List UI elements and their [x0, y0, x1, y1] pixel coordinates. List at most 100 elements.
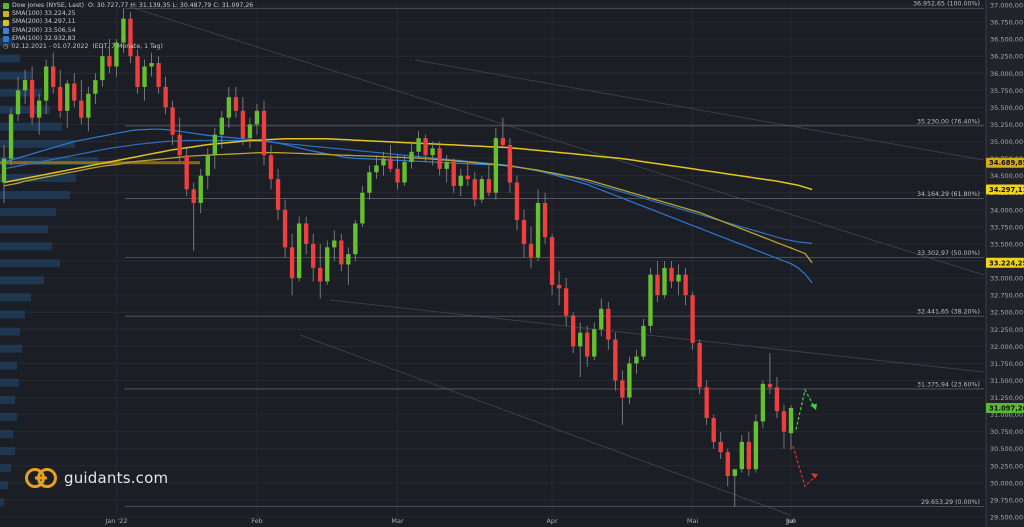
candle-body [100, 56, 105, 81]
volume-profile-bar [0, 156, 98, 165]
candle-body [233, 97, 239, 111]
price-tag-label: 34.689,85 [989, 159, 1024, 167]
y-tick-label: 33.500,00 [990, 240, 1023, 248]
candle-body [318, 267, 323, 282]
candle-body [669, 267, 674, 282]
candle-body [58, 86, 63, 111]
candle-body [170, 107, 175, 135]
y-tick-label: 32.750,00 [990, 292, 1023, 300]
ohlc-readout: O: 30.727,77 H: 31.139,35 L: 30.487,79 C… [87, 2, 254, 9]
legend-item-ema100[interactable]: EMA(100) 32.932,83 [3, 35, 253, 43]
volume-profile-bar [0, 344, 22, 353]
candle-body [72, 83, 77, 101]
candle-body [479, 179, 484, 200]
candle-body [416, 138, 421, 152]
fib-level-label: 35.230,00 (76.40%) [917, 118, 980, 125]
candle-body [641, 325, 646, 357]
candle-body [725, 452, 730, 477]
candle-body [226, 97, 232, 118]
date-range: 02.12.2021 - 01.07.2022 [11, 43, 89, 51]
candle-body [339, 240, 344, 265]
y-tick-label: 35.000,00 [990, 138, 1023, 146]
candle-body [521, 220, 527, 244]
candle-body [542, 202, 548, 238]
volume-profile-bar [0, 242, 52, 251]
trend-line [129, 6, 985, 276]
candle-body [634, 356, 639, 364]
candle-body [163, 86, 168, 108]
volume-profile-bar [0, 139, 75, 148]
volume-profile-bar [0, 361, 17, 370]
fib-level-label: 34.164,29 (61.80%) [917, 191, 980, 198]
price-tag [986, 402, 1024, 413]
candle-body [177, 134, 182, 156]
candle-body [282, 209, 288, 248]
candle-body [760, 383, 766, 422]
brand-logo[interactable]: guidants.com [24, 467, 168, 489]
ema100-value: 32.932,83 [44, 34, 76, 42]
fib-level-label: 29.653,29 (0.00%) [921, 499, 980, 506]
ema100-swatch [3, 35, 9, 42]
candle-body [346, 254, 351, 265]
y-tick-label: 36.750,00 [990, 19, 1023, 27]
candle-body [388, 158, 393, 169]
sma200-value: 34.297,11 [44, 18, 76, 26]
poc-line [0, 161, 200, 165]
candle-body [311, 243, 316, 268]
candle-body [219, 117, 225, 135]
y-tick-label: 31.250,00 [990, 394, 1023, 402]
candle-body [135, 56, 140, 87]
fib-level-label: 32.441,65 (38.20%) [917, 309, 980, 316]
candle-body [493, 138, 499, 193]
y-tick-label: 29.500,00 [990, 514, 1023, 522]
sma200-line [3, 138, 813, 191]
bearish-arrowhead [811, 473, 818, 479]
legend-item-sma200[interactable]: SMA(200) 34.297,11 [3, 18, 253, 26]
candle-body [198, 175, 203, 203]
volume-profile-bar [0, 412, 17, 421]
candle-body [93, 80, 98, 94]
candle-body [128, 18, 133, 57]
candle-body [142, 66, 147, 87]
volume-profile-bar [0, 378, 19, 387]
trend-line [414, 59, 985, 161]
candle-body [592, 329, 597, 357]
candle-body [212, 134, 217, 156]
candle-body [79, 100, 84, 118]
price-tag [986, 157, 1024, 168]
candle-body [51, 66, 56, 87]
volume-profile-bar [0, 310, 25, 319]
candle-body [114, 42, 119, 67]
volume-profile-bar [0, 464, 11, 473]
candle-body [655, 274, 660, 296]
candle-body [191, 189, 196, 203]
fib-level-label: 31.375,94 (23.60%) [917, 381, 980, 388]
candle-body [585, 332, 590, 357]
y-tick-label: 30.750,00 [990, 428, 1023, 436]
candle-body [65, 83, 70, 111]
candle-body [690, 295, 695, 343]
legend-instrument-row: Dow Jones (NYSE, Last) O: 30.727,77 H: 3… [3, 2, 253, 10]
legend-item-ema200[interactable]: EMA(200) 33.506,54 [3, 27, 253, 35]
candle-body [697, 342, 702, 388]
volume-profile-bar [0, 191, 70, 200]
candle-body [556, 284, 562, 289]
fib-level-label: 36.952,65 (100.00%) [913, 1, 980, 8]
ema200-line [3, 139, 813, 245]
candle-body [774, 387, 780, 412]
candle-body [781, 411, 787, 432]
candle-body [430, 148, 435, 156]
candle-body [683, 274, 688, 296]
y-tick-label: 35.750,00 [990, 87, 1023, 95]
candle-body [121, 18, 126, 43]
legend-item-sma100[interactable]: SMA(100) 33.224,25 [3, 10, 253, 18]
x-tick-label: Jan '22 [104, 517, 127, 525]
volume-profile-bar [0, 225, 48, 234]
candle-body [458, 175, 463, 186]
candle-body [514, 182, 520, 221]
clock-icon: ◷ [3, 43, 9, 51]
candle-body [402, 162, 407, 183]
candle-body [15, 90, 21, 115]
